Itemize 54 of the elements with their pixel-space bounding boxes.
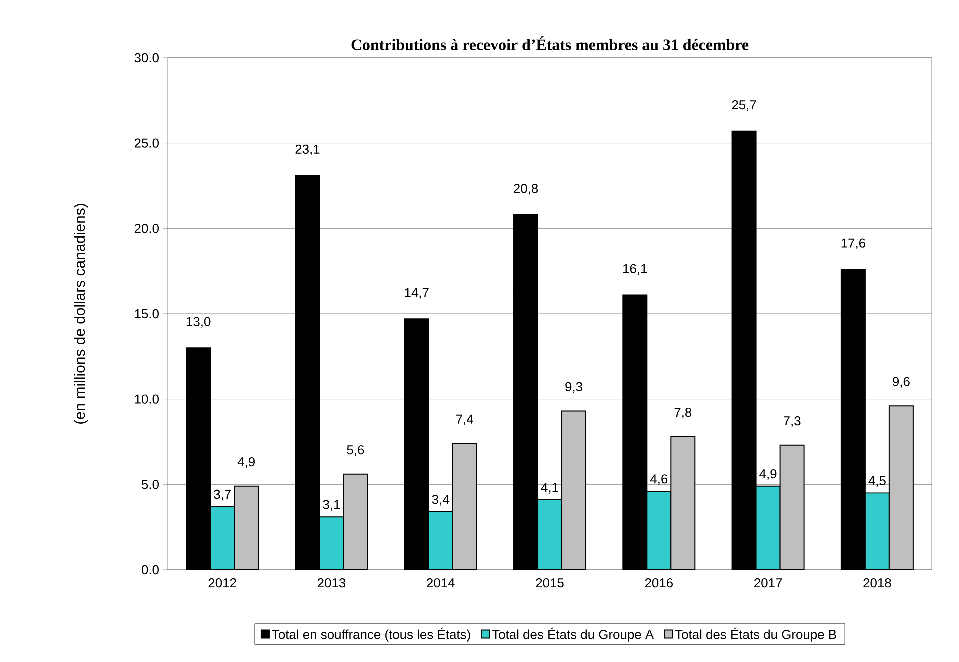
data-label: 4,5 [868,476,886,487]
x-tick-label: 2018 [864,578,892,588]
y-tick-label: 5.0 [142,480,159,490]
y-tick-label: 25.0 [134,138,159,148]
y-tick-label: 10.0 [135,394,159,404]
legend-label: Total des États du Groupe A [492,628,654,642]
data-label: 25,7 [732,100,756,112]
data-label: 17,6 [842,238,866,250]
bar [538,500,563,570]
data-label: 14,7 [405,288,429,299]
bar [864,492,890,570]
y-tick-label: 0.0 [142,565,159,575]
y-axis-title: (en millions de dollars canadiens) [74,204,88,424]
data-label: 3,1 [323,500,340,511]
data-label: 9,3 [566,382,582,394]
x-tick-label: 2012 [208,578,236,588]
x-tick-label: 2015 [536,578,564,588]
data-label: 9,6 [893,377,910,388]
data-label: 13,0 [186,317,211,328]
data-label: 5,6 [347,446,364,456]
data-label: 3,4 [432,495,450,506]
x-tick-label: 2017 [754,578,782,588]
data-label: 7,4 [456,414,474,426]
bar [888,406,914,570]
data-label: 23,1 [296,144,320,156]
data-label: 20,8 [514,184,538,195]
data-label: 3,7 [214,490,231,501]
bar [780,444,805,570]
bar [670,436,696,570]
bar [428,511,454,570]
chart-title: Contributions à recevoir d’États membres au 31 décembre [352,36,749,50]
data-label: 4,9 [238,457,255,468]
bar [320,517,344,570]
x-tick-label: 2014 [427,578,455,588]
data-label: 7,8 [674,408,692,419]
y-tick-label: 15.0 [135,309,159,319]
data-label: 4,9 [760,469,777,480]
legend-label: Total en souffrance (tous les États) [272,628,470,642]
x-tick-label: 2016 [645,578,673,588]
bar [452,443,478,570]
legend-label: Total des États du Groupe B [675,628,836,642]
data-label: 4,1 [541,483,558,494]
data-label: 4,6 [650,474,668,486]
y-tick-label: 30.0 [134,53,159,63]
bar [234,486,260,570]
bar [562,410,587,570]
bar [756,486,781,570]
y-tick-label: 20.0 [134,224,159,234]
bar [344,474,368,570]
bar [210,506,236,570]
x-tick-label: 2013 [318,578,346,588]
data-label: 16,1 [624,264,648,276]
bar [646,490,672,570]
data-label: 7,3 [784,416,801,428]
